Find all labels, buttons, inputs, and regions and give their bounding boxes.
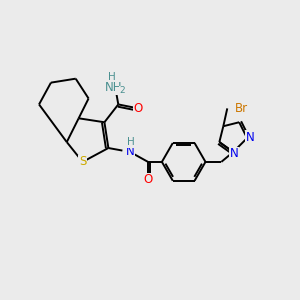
Text: O: O — [143, 173, 153, 186]
Text: H: H — [109, 72, 116, 82]
Text: Br: Br — [235, 102, 248, 115]
Text: N: N — [126, 146, 135, 158]
Text: N: N — [230, 148, 239, 160]
Text: H: H — [127, 137, 135, 147]
Text: NH: NH — [105, 81, 122, 94]
Text: S: S — [79, 155, 86, 168]
Text: O: O — [134, 102, 143, 115]
Text: N: N — [246, 130, 254, 144]
Text: 2: 2 — [119, 86, 125, 95]
